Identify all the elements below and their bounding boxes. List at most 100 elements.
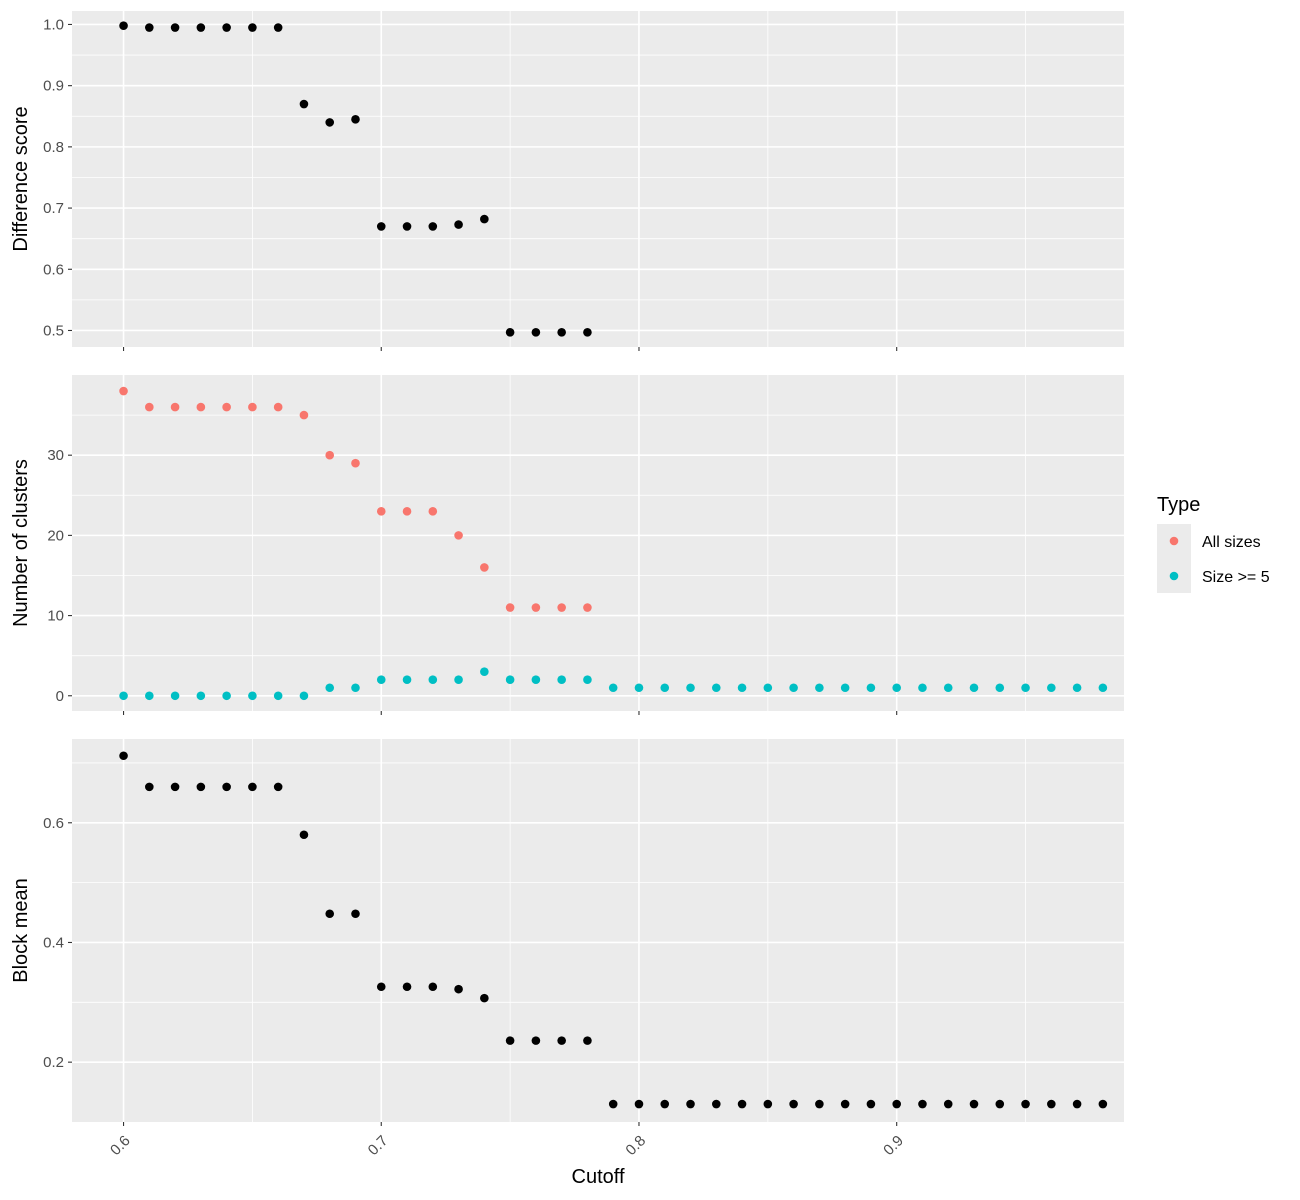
data-point	[737, 683, 747, 693]
data-point	[969, 1099, 979, 1109]
x-tick-label: 0.7	[365, 1132, 392, 1159]
x-tick-label: 0.6	[107, 1132, 134, 1159]
data-point	[557, 1036, 566, 1045]
data-point	[454, 531, 463, 540]
data-point	[454, 675, 463, 685]
data-point	[557, 328, 566, 337]
data-point	[299, 830, 309, 840]
data-point	[505, 603, 515, 612]
data-point	[789, 1099, 798, 1109]
data-point	[428, 982, 438, 992]
y-tick-label: 0.9	[43, 78, 64, 95]
data-point	[583, 603, 592, 612]
data-point	[222, 691, 231, 701]
data-point	[531, 1036, 541, 1045]
data-point	[1072, 1099, 1082, 1109]
data-point	[119, 21, 128, 30]
data-point	[531, 328, 541, 337]
data-point	[351, 115, 360, 124]
data-point	[583, 675, 592, 685]
data-point	[145, 782, 154, 792]
data-point	[428, 675, 438, 685]
y-tick-label: 0.6	[43, 261, 64, 278]
data-point	[711, 1099, 721, 1109]
panel-block: 0.2 0.4 0.6 Block mean	[10, 739, 1124, 1126]
data-point	[608, 1099, 618, 1109]
data-point	[428, 222, 438, 231]
legend-label-size-ge-5: Size >= 5	[1202, 569, 1270, 586]
data-point	[918, 1099, 927, 1109]
data-point	[866, 1099, 876, 1109]
data-point	[866, 683, 876, 693]
data-point	[402, 222, 412, 231]
data-point	[299, 691, 309, 701]
data-point	[1021, 683, 1030, 693]
data-point	[711, 683, 721, 693]
data-point	[583, 328, 592, 337]
data-point	[840, 683, 850, 693]
panel-background	[72, 739, 1124, 1122]
data-point	[892, 683, 901, 693]
data-point	[686, 1099, 695, 1109]
data-point	[196, 402, 206, 412]
data-point	[583, 1036, 592, 1045]
data-point	[402, 507, 412, 516]
data-point	[248, 402, 257, 412]
panel-difference: 0.5 0.6 0.7 0.8 0.9 1.0 Difference score	[10, 11, 1124, 351]
data-point	[918, 683, 927, 693]
data-point	[815, 683, 824, 693]
data-point	[789, 683, 798, 693]
data-point	[480, 667, 489, 677]
data-point	[196, 691, 206, 701]
data-point	[273, 782, 283, 792]
data-point	[505, 328, 515, 337]
data-point	[608, 683, 618, 693]
data-point	[428, 507, 438, 516]
data-point	[273, 402, 283, 412]
data-point	[145, 23, 154, 32]
data-point	[505, 675, 515, 685]
legend: Type All sizes Size >= 5	[1157, 494, 1270, 593]
legend-key-all-sizes	[1169, 536, 1179, 546]
data-point	[454, 220, 463, 229]
data-point	[222, 402, 231, 412]
series-difference-score	[119, 21, 592, 337]
data-point	[531, 675, 541, 685]
data-point	[248, 782, 257, 792]
series-size-5	[119, 667, 1108, 701]
data-point	[248, 691, 257, 701]
legend-key-size-ge-5	[1169, 571, 1179, 581]
data-point	[222, 782, 231, 792]
data-point	[248, 23, 257, 32]
y-tick-label: 0.6	[43, 815, 64, 832]
legend-key-background	[1157, 524, 1191, 593]
y-tick-label: 0.5	[43, 322, 64, 339]
data-point	[840, 1099, 850, 1109]
data-point	[170, 402, 180, 412]
data-point	[170, 23, 180, 32]
data-point	[119, 386, 128, 396]
data-point	[119, 751, 128, 761]
data-point	[943, 683, 953, 693]
series-block-mean	[119, 751, 1108, 1109]
y-axis-title: Number of clusters	[10, 459, 32, 627]
data-point	[222, 23, 231, 32]
data-point	[170, 782, 180, 792]
data-point	[995, 1099, 1005, 1109]
data-point	[145, 402, 154, 412]
data-point	[196, 782, 206, 792]
y-tick-label: 1.0	[43, 16, 64, 33]
data-point	[273, 691, 283, 701]
x-tick-label: 0.8	[622, 1132, 649, 1159]
data-point	[1021, 1099, 1030, 1109]
data-point	[351, 458, 360, 468]
data-point	[376, 222, 386, 231]
y-tick-label: 0.2	[43, 1054, 64, 1071]
y-tick-label: 30	[47, 447, 64, 464]
data-point	[1047, 683, 1056, 693]
panel-background	[72, 11, 1124, 347]
data-point	[119, 691, 128, 701]
series-all-sizes	[119, 386, 592, 612]
data-point	[299, 410, 309, 420]
